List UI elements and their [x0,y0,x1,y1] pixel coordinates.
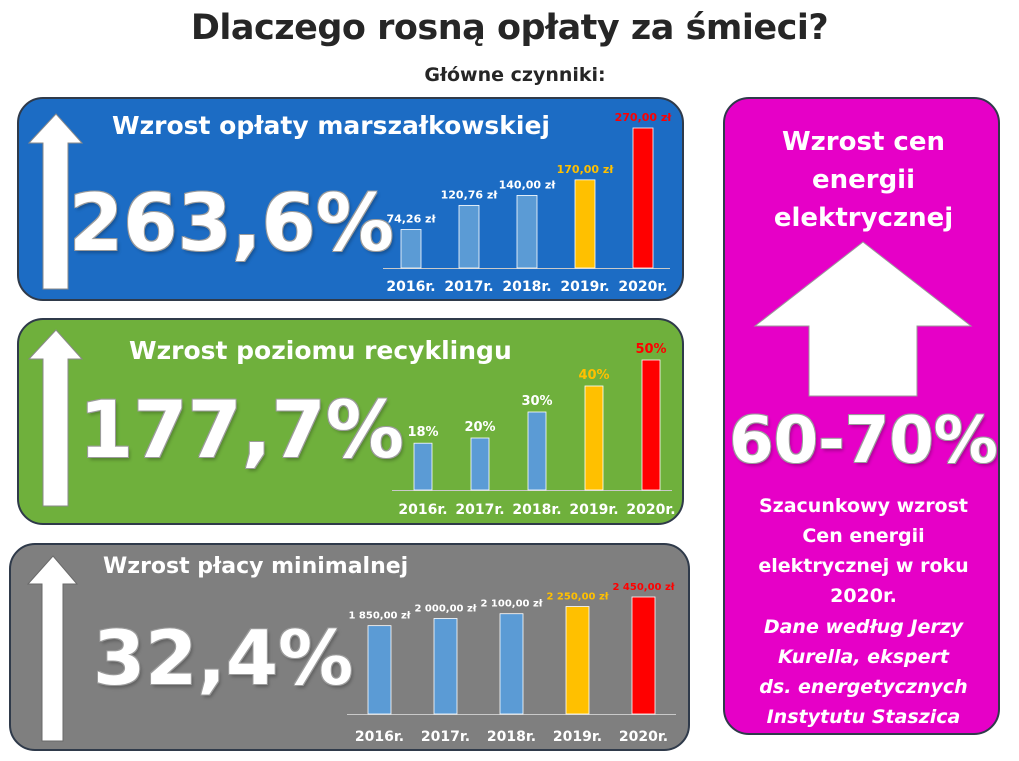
pink-description: Szacunkowy wzrost Cen energii elektryczn… [725,491,998,611]
up-arrow-icon [753,241,973,397]
category-label: 2019r. [553,729,602,745]
data-label: 2 100,00 zł [480,599,542,610]
pink-source-line: Dane według Jerzy [763,616,964,638]
bar-2020r [641,359,661,491]
page-subtitle: Główne czynniki: [424,64,606,86]
category-label: 2019r. [560,279,609,295]
big-percent: 60-70% [729,404,998,478]
panel-energy-prices: Wzrost cen energii elektrycznej 60-70% S… [723,97,1000,735]
panel-recycling: Wzrost poziomu recyklingu 177,7% 18% 2016… [17,318,684,525]
category-label: 2020r. [619,729,668,745]
bar-2017r [470,437,490,491]
category-label: 2020r. [626,502,675,518]
data-label: 50% [635,342,666,357]
up-arrow-icon [26,555,79,742]
category-label: 2017r. [421,729,470,745]
pink-desc-line: elektrycznej w roku [758,555,969,577]
data-label: 18% [407,425,438,440]
data-label: 40% [578,368,609,383]
big-percent: 263,6% [69,179,394,269]
bar-2018r [516,195,538,269]
bar-2017r [433,618,458,715]
data-label: 30% [521,394,552,409]
panel-heading: Wzrost opłaty marszałkowskiej [112,111,550,140]
panel-minimum-wage: Wzrost płacy minimalnej 32,4% 1 850,00 z… [9,543,690,751]
pink-heading: Wzrost cen energii elektrycznej [725,123,998,237]
bar-2019r [565,606,590,715]
data-label: 74,26 zł [386,212,436,225]
data-label: 2 450,00 zł [612,582,674,593]
bar-2018r [527,411,547,491]
data-label: 1 850,00 zł [348,611,410,622]
bar-chart: 74,26 zł 2016r. 120,76 zł 2017r. 140,00 zł 20… [383,111,673,295]
bar-2016r [413,442,433,491]
page-title: Dlaczego rosną opłaty za śmieci? [190,8,829,48]
bar-2019r [574,179,596,269]
pink-source-line: ds. energetycznych [759,676,968,698]
category-label: 2018r. [487,729,536,745]
category-label: 2016r. [355,729,404,745]
category-label: 2018r. [512,502,561,518]
pink-desc-line: Szacunkowy wzrost [758,495,969,517]
bar-chart: 1 850,00 zł 2016r. 2 000,00 zł 2017r. 2 100,… [347,582,676,745]
up-arrow-icon [27,113,84,290]
panel-marshal-fee: Wzrost opłaty marszałkowskiej 263,6% 74,… [17,97,684,301]
data-label: 120,76 zł [441,188,499,201]
category-label: 2020r. [618,279,667,295]
pink-source: Dane według Jerzy Kurella, ekspert ds. e… [725,612,998,732]
category-label: 2018r. [502,279,551,295]
pink-heading-line: elektrycznej [773,203,954,233]
pink-heading-line: energii [811,165,916,195]
bar-2018r [499,613,524,715]
data-label: 20% [464,420,495,435]
bar-2016r [367,625,392,715]
bar-2020r [632,127,654,269]
bar-2017r [458,204,480,269]
category-label: 2016r. [398,502,447,518]
bar-2019r [584,385,604,491]
category-label: 2016r. [386,279,435,295]
bar-2020r [631,596,656,715]
panel-heading: Wzrost płacy minimalnej [103,554,409,579]
pink-heading-line: Wzrost cen [781,127,945,157]
big-percent: 177,7% [79,386,404,476]
big-percent: 32,4% [93,614,354,702]
bar-2016r [400,229,422,269]
up-arrow-icon [27,329,84,507]
category-label: 2019r. [569,502,618,518]
data-label: 2 000,00 zł [414,603,476,614]
data-label: 270,00 zł [615,111,673,124]
data-label: 170,00 zł [557,163,615,176]
category-label: 2017r. [444,279,493,295]
category-label: 2017r. [455,502,504,518]
panel-heading: Wzrost poziomu recyklingu [129,336,512,365]
pink-desc-line: Cen energii [802,525,925,547]
data-label: 140,00 zł [499,178,557,191]
data-label: 2 250,00 zł [546,592,608,603]
pink-source-line: Instytutu Staszica [766,706,961,728]
pink-desc-line: 2020r. [830,585,897,607]
bar-chart: 18% 2016r. 20% 2017r. 30% 2018r. 40% 2019r. 50% 2… [392,342,676,518]
pink-source-line: Kurella, ekspert [778,646,949,668]
